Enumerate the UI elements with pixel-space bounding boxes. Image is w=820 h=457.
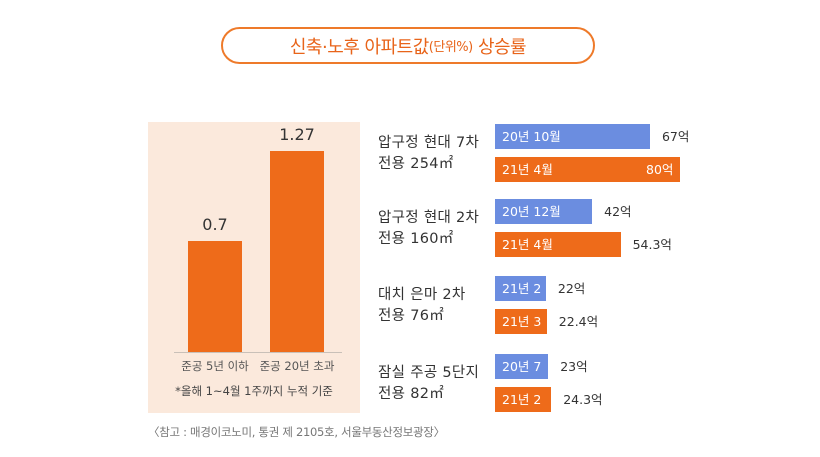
hbar-2-2: 21년 4월 [495,232,621,257]
bar-value-label-1: 0.7 [202,215,228,235]
bar-2 [270,150,324,352]
apartment-size-1: 전용 254㎡ [378,156,454,172]
hbar-2-1: 20년 12월 [495,199,593,224]
price-label-1-2: 80억 [646,162,674,177]
hbar-4-1: 20년 7월 [495,354,549,399]
hbar-1-1: 20년 10월 [495,124,650,149]
price-label-2-2: 54.3억 [632,237,672,252]
bar-1 [188,241,242,352]
price-label-3-1: 22억 [557,281,586,296]
price-label-1-1: 67억 [661,129,690,144]
x-tick-label-2: 준공 20년 초과 [259,359,335,373]
x-tick-label-1: 준공 5년 이하 [181,359,249,373]
left-chart-panel [148,122,360,413]
apartment-name-4: 잠실 주공 5단지 [378,365,480,381]
apartment-name-2: 압구정 현대 2차 [378,210,480,226]
chart-title: 신축·노후 아파트값 (단위%) 상승률 [221,27,595,64]
hbar-3-1: 21년 2월 [495,276,546,321]
hbar-4-2: 21년 2월 [495,387,552,432]
source-credit: 〈참고 : 매경이코노미, 통권 제 2105호, 서울부동산정보광장〉 [148,425,445,439]
title-main-a: 신축·노후 아파트값 [289,36,429,58]
hbar-3-2: 21년 3월 [495,309,547,354]
apartment-name-1: 압구정 현대 7차 [378,135,480,151]
bar-value-label-2: 1.27 [279,124,315,144]
apartment-name-3: 대치 은마 2차 [378,287,466,303]
apartment-size-4: 전용 82㎡ [378,386,445,402]
hbar-1-2: 21년 4월 [495,157,680,182]
chart-note: *올해 1~4월 1주까지 누적 기준 [175,384,333,398]
price-label-4-1: 23억 [560,359,588,374]
title-main-b: 상승률 [472,36,527,58]
price-label-4-2: 24.3억 [563,392,603,407]
x-axis-line [174,352,342,353]
price-label-3-2: 22.4억 [558,314,599,329]
title-unit: (단위%) [428,40,473,55]
apartment-size-2: 전용 160㎡ [378,231,454,247]
price-label-2-1: 42억 [604,204,632,219]
apartment-size-3: 전용 76㎡ [378,308,445,324]
